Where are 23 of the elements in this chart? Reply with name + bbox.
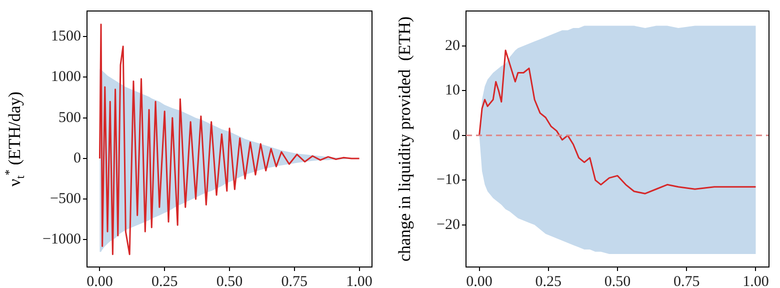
x-tick-label: 0.50 (216, 274, 243, 288)
y-tick-label: −1000 (42, 232, 81, 248)
x-tick-label: 0.75 (673, 274, 700, 288)
y-tick-label: 0 (74, 150, 81, 166)
y-axis-title: νt* (ETH/day) (2, 92, 27, 186)
x-tick-label: 0.25 (151, 274, 178, 288)
x-tick-label: 0.50 (604, 274, 631, 288)
y-tick-label: 500 (58, 110, 81, 126)
x-tick-label: 1.00 (742, 274, 769, 288)
x-tick-label: 1.00 (346, 274, 372, 288)
y-tick-label: −20 (436, 216, 460, 233)
y-axis-title: change in liquidity provided (ETH) (395, 16, 414, 262)
x-tick-label: 0.25 (535, 274, 562, 288)
x-tick-label: 0.00 (466, 274, 492, 288)
x-tick-label: 0.00 (86, 274, 113, 288)
y-tick-label: −500 (50, 191, 81, 208)
y-tick-label: −10 (436, 172, 460, 188)
y-tick-label: 1000 (51, 69, 81, 86)
y-tick-label: 20 (445, 38, 460, 54)
y-tick-label: 10 (445, 82, 460, 99)
y-tick-label: 0 (452, 127, 460, 144)
x-tick-label: 0.75 (281, 274, 308, 288)
y-tick-label: 1500 (51, 28, 81, 45)
